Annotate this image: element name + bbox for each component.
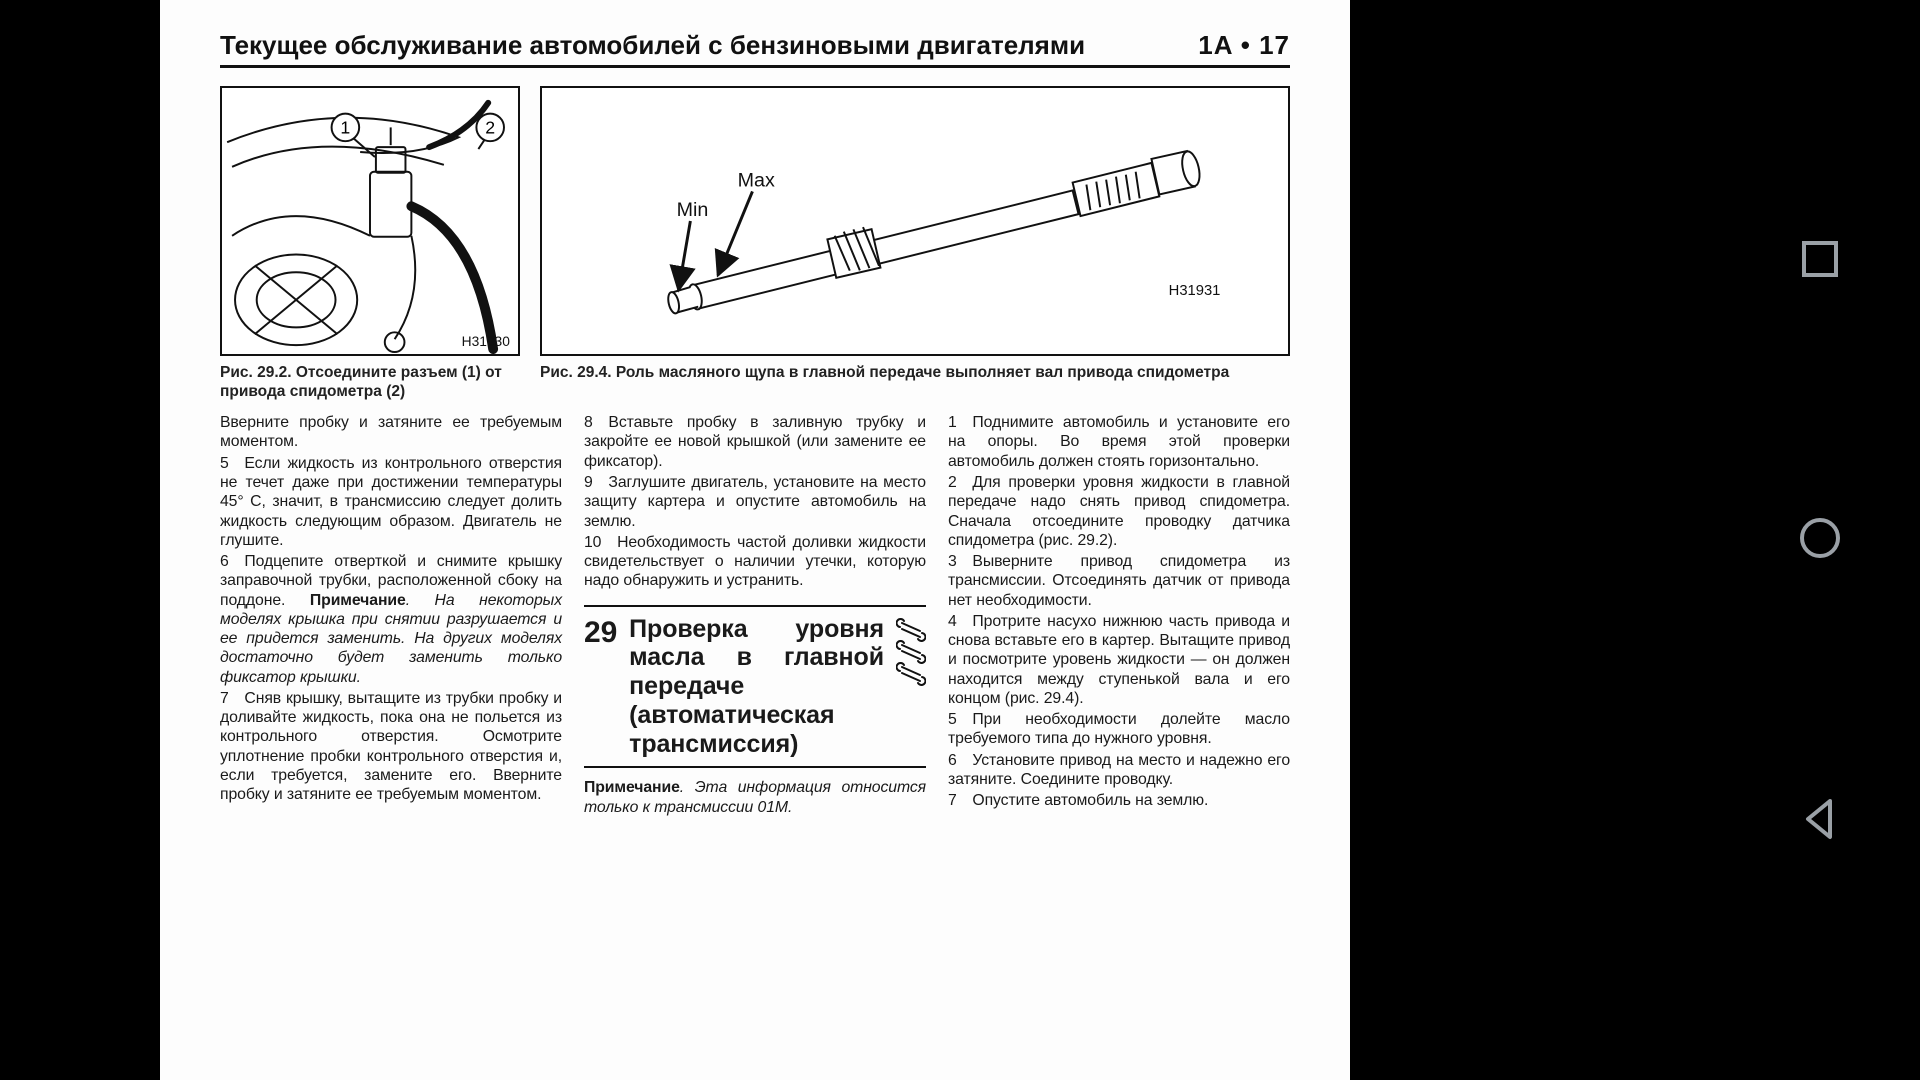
page-title: Текущее обслуживание автомобилей с бензи… <box>220 30 1085 61</box>
home-button[interactable] <box>1796 514 1844 562</box>
c3-p5: 5 При необходимости долейте масло требуе… <box>948 710 1290 749</box>
page-header: Текущее обслуживание автомобилей с бензи… <box>220 30 1290 68</box>
callout-2: 2 <box>485 117 495 137</box>
section-29-heading: 29 Проверка уровня масла в главной перед… <box>584 605 926 769</box>
fig-id-b: H31931 <box>1169 283 1221 299</box>
c3-p7: 7 Опустите автомобиль на землю. <box>948 791 1290 810</box>
c2-note: Примечание. Эта информация относится тол… <box>584 778 926 817</box>
max-label: Max <box>738 170 775 192</box>
text-columns: Вверните пробку и затяните ее требуемым … <box>220 413 1290 819</box>
c2-p3: 10 Необходимость частой доливки жидкости… <box>584 533 926 591</box>
section-title: Проверка уровня масла в главной передаче… <box>629 615 884 759</box>
c3-p3: 3 Выверните привод спидометра из трансми… <box>948 552 1290 610</box>
figures-row: 1 2 H31930 Рис. 29.2. Отсоедините разъем… <box>220 86 1290 401</box>
column-1: Вверните пробку и затяните ее требуемым … <box>220 413 562 819</box>
c3-p4: 4 Протрите насухо нижнюю часть привода и… <box>948 612 1290 708</box>
fig-id-a: H31930 <box>462 334 511 349</box>
figure-29-4-box: Min Max H31931 <box>540 86 1290 356</box>
wrench-icon <box>896 615 926 700</box>
c2-p1: 8 Вставьте пробку в заливную трубку и за… <box>584 413 926 471</box>
c2-p2: 9 Заглушите двигатель, установите на мес… <box>584 473 926 531</box>
figure-29-2-box: 1 2 H31930 <box>220 86 520 356</box>
c1-p1: 5 Если жидкость из контрольного отверсти… <box>220 454 562 550</box>
column-2: 8 Вставьте пробку в заливную трубку и за… <box>584 413 926 819</box>
figure-29-2-caption: Рис. 29.2. Отсоедините разъем (1) от при… <box>220 364 520 401</box>
section-number: 29 <box>584 615 617 652</box>
figure-29-4-caption: Рис. 29.4. Роль масляного щупа в главной… <box>540 364 1290 383</box>
c3-p1: 1 Поднимите автомобиль и установите его … <box>948 413 1290 471</box>
c3-p2: 2 Для проверки уровня жидкости в главной… <box>948 473 1290 550</box>
figure-29-4: Min Max H31931 Рис. 29.4. Роль масляного… <box>540 86 1290 401</box>
back-button[interactable] <box>1796 795 1844 843</box>
c1-p2: 6 Подцепите отверткой и снимите крышку з… <box>220 552 562 687</box>
recent-apps-button[interactable] <box>1798 237 1842 281</box>
figure-29-2: 1 2 H31930 Рис. 29.2. Отсоедините разъем… <box>220 86 520 401</box>
c3-p6: 6 Установите привод на место и надежно е… <box>948 751 1290 790</box>
page-number: 1A • 17 <box>1198 30 1290 61</box>
android-nav-bar <box>1720 0 1920 1080</box>
callout-1: 1 <box>340 117 350 137</box>
c1-p0: Вверните пробку и затяните ее требуемым … <box>220 413 562 452</box>
document-page: Текущее обслуживание автомобилей с бензи… <box>160 0 1350 1080</box>
column-3: 1 Поднимите автомобиль и установите его … <box>948 413 1290 819</box>
c1-p3: 7 Сняв крышку, вытащите из трубки пробку… <box>220 689 562 805</box>
min-label: Min <box>677 199 709 221</box>
